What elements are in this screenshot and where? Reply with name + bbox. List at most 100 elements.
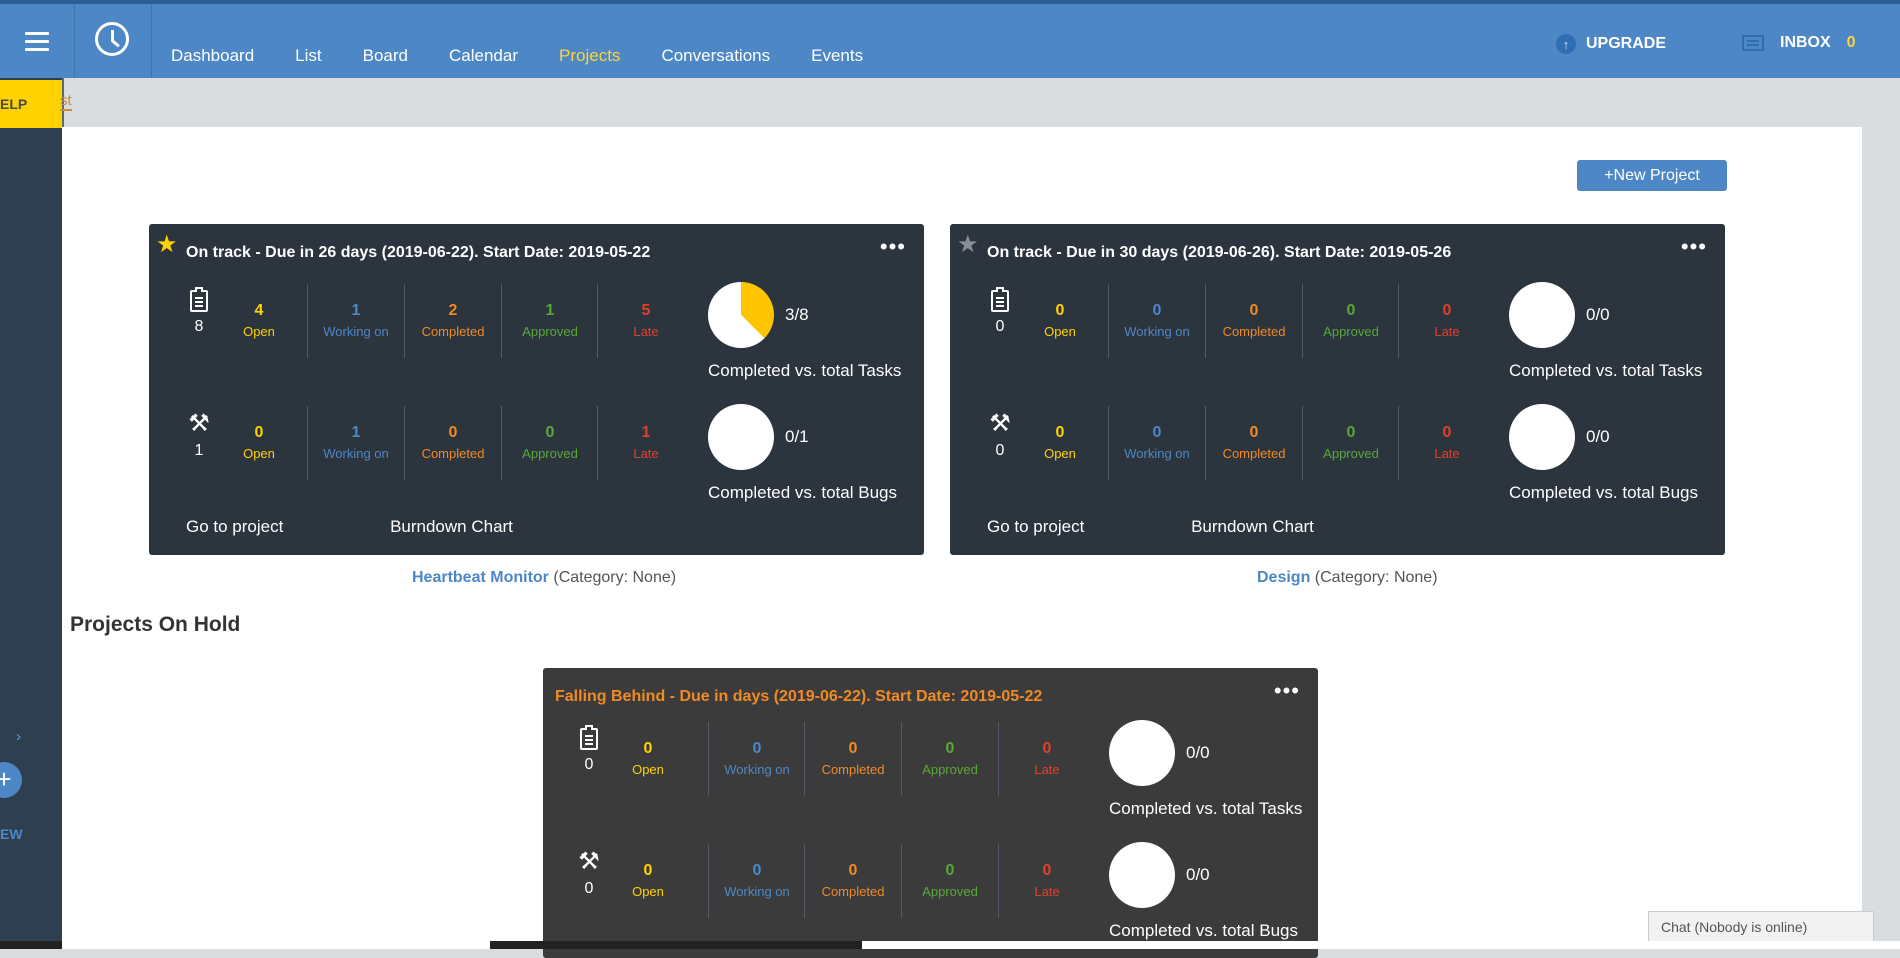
bottom-bar [0,941,1900,949]
bugs-approved[interactable]: 0 Approved [1302,406,1399,480]
burndown-chart-link[interactable]: Burndown Chart [1191,517,1314,536]
bugs-approved[interactable]: 0 Approved [901,844,998,918]
tasks-approved[interactable]: 0 Approved [1302,284,1399,358]
nav-board[interactable]: Board [362,46,409,65]
wrench-icon: ⚒ [989,410,1011,437]
burndown-chart-link[interactable]: Burndown Chart [390,517,513,536]
bugs-late[interactable]: 0 Late [998,844,1095,918]
go-to-project-link[interactable]: Go to project [987,517,1085,536]
bugs-open[interactable]: 0 Open [632,862,664,899]
tasks-open[interactable]: 0 Open [632,740,664,777]
bugs-working-on[interactable]: 0 Working on [708,844,805,918]
top-border [0,0,1900,4]
bugs-ratio: 0/0 [1186,865,1210,884]
bugs-open[interactable]: 0 Open [243,424,275,461]
star-icon[interactable]: ★ [957,231,979,258]
tasks-ratio: 0/0 [1186,743,1210,762]
menu-button[interactable] [0,4,75,78]
project-status-title: Falling Behind - Due in days (2019-06-22… [555,688,1043,705]
bugs-completed[interactable]: 0 Completed [1205,406,1302,480]
star-icon[interactable]: ★ [156,231,178,258]
nav-conversations[interactable]: Conversations [661,46,771,65]
bugs-working-on[interactable]: 0 Working on [1108,406,1205,480]
nav-events[interactable]: Events [811,46,864,65]
bugs-open[interactable]: 0 Open [1044,424,1076,461]
tasks-late[interactable]: 0 Late [1398,284,1495,358]
more-icon[interactable]: ••• [1273,678,1300,703]
bugs-ratio: 0/0 [1586,427,1610,446]
nav-projects[interactable]: Projects [559,46,621,65]
tasks-caption: Completed vs. total Tasks [1109,799,1303,818]
bugs-completed[interactable]: 0 Completed [404,406,501,480]
tasks-total: 0 [569,725,609,774]
go-to-project-link[interactable]: Go to project [186,517,284,536]
inbox-button[interactable]: INBOX 0 [1742,34,1856,52]
tasks-row: 8 4 Open 1 Working on 2 Completed 1 Approved… [149,282,924,394]
tasks-open[interactable]: 0 Open [1044,302,1076,339]
project-card: ★ On track - Due in 26 days (2019-06-22)… [149,224,924,555]
tasks-pie-chart [708,282,774,348]
tasks-open[interactable]: 4 Open [243,302,275,339]
bugs-ratio: 0/1 [785,427,809,446]
bugs-completed[interactable]: 0 Completed [804,844,901,918]
tasks-completed[interactable]: 2 Completed [404,284,501,358]
help-button[interactable]: ELP [0,80,62,128]
sidebar-expand-icon[interactable]: › [16,728,21,745]
nav-list[interactable]: List [295,46,322,65]
main-nav: Dashboard List Board Calendar Projects C… [171,46,904,66]
tasks-row: 0 0 Open 0 Working on 0 Completed 0 Approved… [950,282,1725,394]
card-links: Go to project Burndown Chart [987,517,1416,537]
inbox-label: INBOX [1780,34,1831,51]
tasks-working-on[interactable]: 1 Working on [307,284,404,358]
tasks-completed[interactable]: 0 Completed [1205,284,1302,358]
bugs-pie-chart [1109,842,1175,908]
project-card: ★ On track - Due in 30 days (2019-06-26)… [950,224,1725,555]
tasks-caption: Completed vs. total Tasks [708,361,902,380]
tasks-working-on[interactable]: 0 Working on [1108,284,1205,358]
clipboard-icon [190,287,208,312]
tasks-late[interactable]: 5 Late [597,284,694,358]
upgrade-icon: ↑ [1556,34,1576,54]
bugs-pie-chart [708,404,774,470]
bugs-caption: Completed vs. total Bugs [1509,483,1698,502]
bugs-late[interactable]: 0 Late [1398,406,1495,480]
upgrade-button[interactable]: ↑ UPGRADE [1556,34,1666,54]
inbox-count: 0 [1846,34,1856,51]
bugs-late[interactable]: 1 Late [597,406,694,480]
project-label: Design (Category: None) [1257,569,1438,587]
tasks-completed[interactable]: 0 Completed [804,722,901,796]
new-project-button[interactable]: +New Project [1577,160,1727,191]
tasks-ratio: 3/8 [785,305,809,324]
bugs-total: ⚒ 1 [179,412,219,460]
tasks-approved[interactable]: 0 Approved [901,722,998,796]
project-status-title: On track - Due in 26 days (2019-06-22). … [186,244,651,261]
bugs-row: ⚒ 0 0 Open 0 Working on 0 Completed 0 Approve… [543,842,1318,954]
chat-widget[interactable]: Chat (Nobody is online) [1648,911,1874,943]
tasks-approved[interactable]: 1 Approved [501,284,598,358]
subtab-list[interactable]: st [60,92,72,111]
card-links: Go to project Burndown Chart [186,517,615,537]
bugs-working-on[interactable]: 1 Working on [307,406,404,480]
bugs-approved[interactable]: 0 Approved [501,406,598,480]
logo-button[interactable] [75,4,152,78]
bugs-row: ⚒ 0 0 Open 0 Working on 0 Completed 0 Approve… [950,404,1725,516]
inbox-icon [1742,35,1764,51]
sidebar-new-label[interactable]: EW [0,826,23,842]
bugs-total: ⚒ 0 [980,412,1020,460]
tasks-working-on[interactable]: 0 Working on [708,722,805,796]
more-icon[interactable]: ••• [879,234,906,259]
wrench-icon: ⚒ [578,848,600,875]
sidebar-add-button[interactable]: + [0,762,22,798]
nav-dashboard[interactable]: Dashboard [171,46,255,65]
tasks-total: 8 [179,287,219,336]
clipboard-icon [580,725,598,750]
tasks-late[interactable]: 0 Late [998,722,1095,796]
bugs-row: ⚒ 1 0 Open 1 Working on 0 Completed 0 Approve… [149,404,924,516]
nav-calendar[interactable]: Calendar [449,46,519,65]
project-name-link[interactable]: Design [1257,569,1311,586]
project-name-link[interactable]: Heartbeat Monitor [412,569,549,586]
on-hold-project-card: Falling Behind - Due in days (2019-06-22… [543,668,1318,958]
bugs-caption: Completed vs. total Bugs [708,483,897,502]
tasks-pie-chart [1109,720,1175,786]
more-icon[interactable]: ••• [1680,234,1707,259]
